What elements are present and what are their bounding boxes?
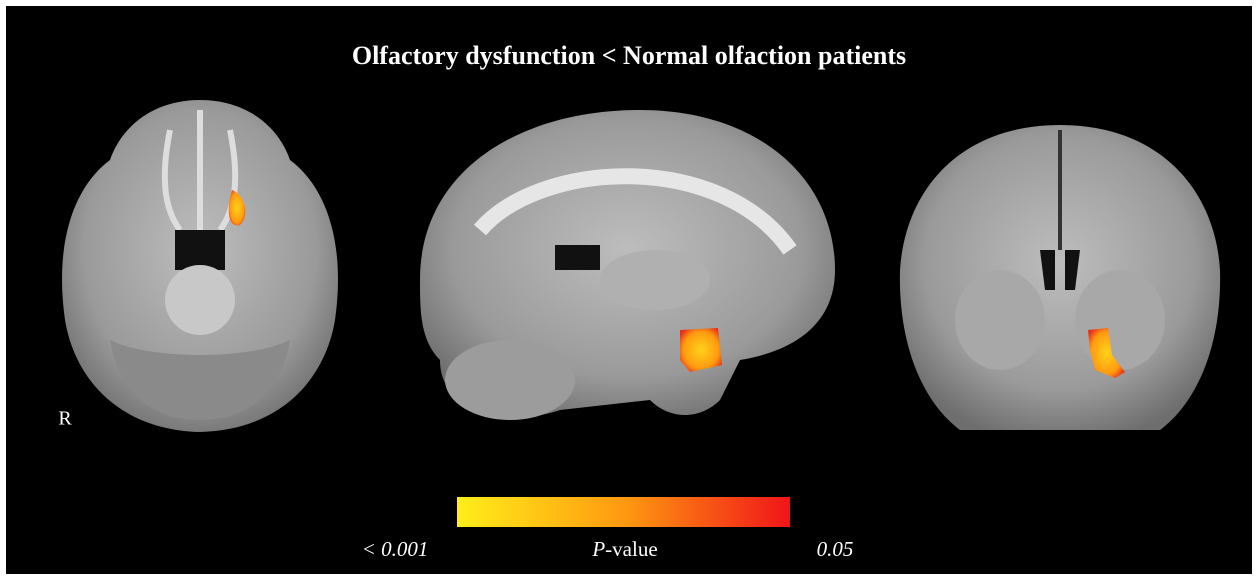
orientation-label: R xyxy=(58,408,72,430)
colorbar-label-rest: -value xyxy=(605,537,657,561)
figure-title: Olfactory dysfunction < Normal olfaction… xyxy=(352,41,906,70)
colorbar-min-label: < 0.001 xyxy=(362,537,429,561)
colorbar-label-italic: P xyxy=(591,537,605,561)
colorbar-max-label: 0.05 xyxy=(817,537,854,561)
coronal-slice xyxy=(900,125,1220,430)
colorbar xyxy=(457,497,790,527)
figure: Olfactory dysfunction < Normal olfaction… xyxy=(0,0,1258,580)
colorbar-label: P-value xyxy=(591,537,657,561)
